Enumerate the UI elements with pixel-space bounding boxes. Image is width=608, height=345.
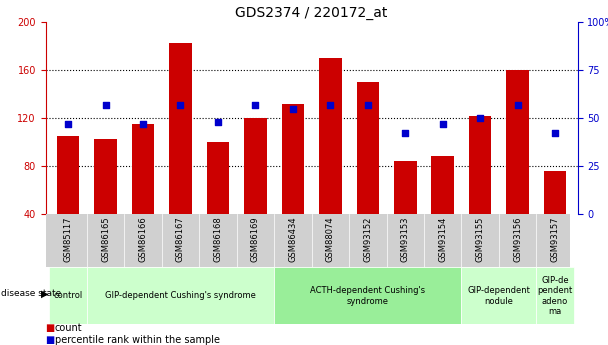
Point <box>250 102 260 108</box>
Bar <box>319 58 342 214</box>
Text: ■: ■ <box>46 335 55 345</box>
Bar <box>244 118 267 214</box>
Text: GSM86434: GSM86434 <box>288 217 297 262</box>
Title: GDS2374 / 220172_at: GDS2374 / 220172_at <box>235 6 388 20</box>
Text: GSM86166: GSM86166 <box>139 217 148 262</box>
Bar <box>282 104 304 214</box>
Bar <box>356 82 379 214</box>
Text: GSM93153: GSM93153 <box>401 217 410 262</box>
Point <box>475 115 485 121</box>
Text: GSM86167: GSM86167 <box>176 217 185 262</box>
Point <box>176 102 185 108</box>
Bar <box>432 156 454 214</box>
Text: GSM88074: GSM88074 <box>326 217 335 262</box>
Point <box>513 102 522 108</box>
Bar <box>536 267 574 324</box>
Bar <box>49 267 87 324</box>
Bar <box>461 267 536 324</box>
Point <box>63 121 73 127</box>
Text: GIP-dependent
nodule: GIP-dependent nodule <box>468 286 530 306</box>
Text: GSM86168: GSM86168 <box>213 217 223 262</box>
Text: ■: ■ <box>46 323 55 333</box>
Text: disease state: disease state <box>1 289 61 298</box>
Point <box>550 131 560 136</box>
Text: ▶: ▶ <box>41 289 49 299</box>
Point <box>138 121 148 127</box>
Text: GSM85117: GSM85117 <box>64 217 72 262</box>
Text: GSM93157: GSM93157 <box>551 217 559 262</box>
Text: GSM93156: GSM93156 <box>513 217 522 262</box>
Point <box>438 121 447 127</box>
Text: ACTH-dependent Cushing's
syndrome: ACTH-dependent Cushing's syndrome <box>310 286 426 306</box>
Bar <box>94 138 117 214</box>
Bar <box>132 124 154 214</box>
Text: control: control <box>54 291 83 300</box>
Bar <box>169 43 192 214</box>
Bar <box>469 116 491 214</box>
Point <box>401 131 410 136</box>
Bar <box>506 70 529 214</box>
Text: GSM86169: GSM86169 <box>251 217 260 262</box>
Bar <box>394 161 416 214</box>
Bar <box>87 267 274 324</box>
Point <box>288 106 298 111</box>
Text: percentile rank within the sample: percentile rank within the sample <box>55 335 219 345</box>
Text: GIP-dependent Cushing's syndrome: GIP-dependent Cushing's syndrome <box>105 291 256 300</box>
Text: GSM93152: GSM93152 <box>364 217 372 262</box>
Point <box>101 102 111 108</box>
Text: GSM93154: GSM93154 <box>438 217 447 262</box>
Point <box>363 102 373 108</box>
Text: GIP-de
pendent
adeno
ma: GIP-de pendent adeno ma <box>537 276 573 316</box>
Point <box>213 119 223 125</box>
Point <box>325 102 335 108</box>
Bar <box>274 267 461 324</box>
Bar <box>57 136 79 214</box>
Text: GSM86165: GSM86165 <box>101 217 110 262</box>
Bar <box>544 171 567 214</box>
Text: GSM93155: GSM93155 <box>475 217 485 262</box>
Bar <box>207 142 229 214</box>
Text: count: count <box>55 323 82 333</box>
